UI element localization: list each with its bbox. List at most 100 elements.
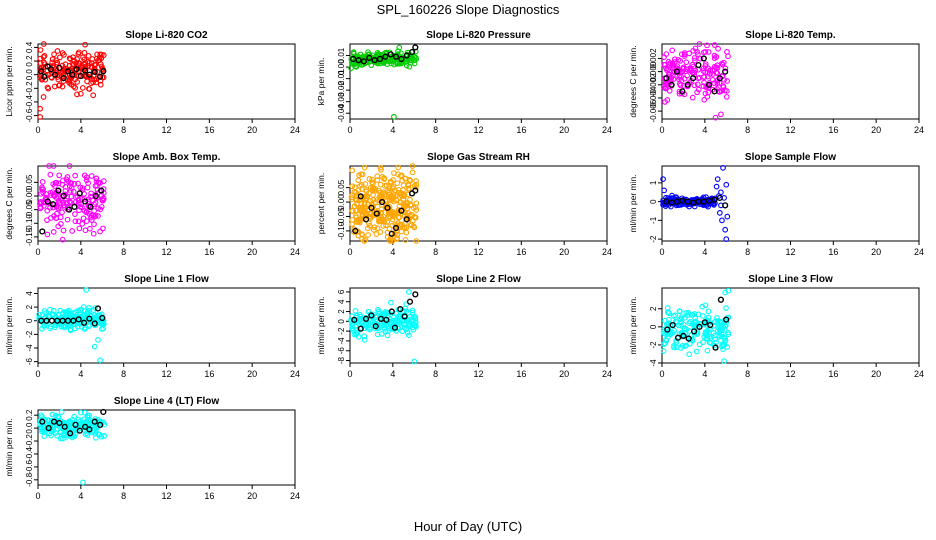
- y-tick-label: -4: [25, 344, 34, 352]
- y-tick-label: 0.0: [25, 422, 34, 434]
- panel-title: Slope Amb. Box Temp.: [113, 152, 221, 163]
- x-tick-label: 12: [473, 125, 483, 135]
- y-tick-label: 2: [25, 304, 34, 309]
- data-point: [719, 112, 724, 117]
- y-tick-label: -1: [649, 216, 658, 224]
- x-tick-label: 8: [121, 247, 126, 257]
- data-point: [91, 231, 96, 236]
- y-axis-label: Licor ppm per min.: [4, 46, 14, 116]
- y-tick-label: 0.05: [25, 174, 34, 190]
- y-axis-label: percent per min.: [316, 173, 326, 234]
- data-point: [81, 86, 86, 91]
- x-tick-label: 24: [290, 125, 300, 135]
- panel-6: Slope Sample Flow0 4 8 12 16 20 24-2-101ml/min…: [628, 152, 924, 257]
- scatter-series: [661, 288, 730, 363]
- data-point: [41, 95, 46, 100]
- x-tick-label: 24: [290, 369, 300, 379]
- data-point: [404, 230, 409, 235]
- y-tick-label: -2: [649, 235, 658, 243]
- y-tick-label: -2: [649, 341, 658, 349]
- data-point: [378, 230, 383, 235]
- x-tick-label: 16: [204, 247, 214, 257]
- data-point: [73, 173, 78, 178]
- data-point: [726, 54, 731, 59]
- y-tick-label: 0.0: [25, 69, 34, 81]
- data-point: [45, 208, 50, 213]
- data-point: [684, 60, 689, 65]
- y-tick-label: 0: [649, 199, 658, 204]
- x-tick-label: 0: [659, 247, 664, 257]
- y-tick-label: 0.002: [649, 48, 658, 69]
- x-tick-label: 8: [433, 369, 438, 379]
- x-tick-label: 12: [785, 247, 795, 257]
- data-point: [70, 229, 75, 234]
- x-tick-label: 4: [702, 369, 707, 379]
- x-tick-label: 0: [347, 125, 352, 135]
- y-axis-label: ml/min per min.: [4, 418, 14, 476]
- x-tick-label: 20: [559, 369, 569, 379]
- x-tick-label: 20: [247, 247, 257, 257]
- x-tick-label: 24: [602, 369, 612, 379]
- data-point: [724, 95, 729, 100]
- data-point: [700, 314, 705, 319]
- y-tick-label: 0: [25, 318, 34, 323]
- x-tick-label: 12: [161, 491, 171, 501]
- x-tick-label: 24: [914, 369, 924, 379]
- data-point: [718, 211, 723, 216]
- y-tick-label: 6: [337, 289, 346, 294]
- y-tick-label: 2: [649, 306, 658, 311]
- data-point: [725, 79, 730, 84]
- x-tick-label: 4: [702, 247, 707, 257]
- panel-10: Slope Line 4 (LT) Flow0 4 8 12 16 20 24-0.8-0.…: [4, 396, 300, 501]
- x-tick-label: 0: [35, 491, 40, 501]
- summary-point: [718, 297, 723, 302]
- x-tick-label: 20: [559, 247, 569, 257]
- y-tick-label: -0.2: [25, 81, 34, 95]
- x-tick-label: 24: [914, 125, 924, 135]
- y-tick-label: -2: [25, 330, 34, 338]
- x-tick-label: 0: [35, 369, 40, 379]
- x-tick-label: 16: [828, 369, 838, 379]
- x-tick-label: 16: [204, 369, 214, 379]
- x-tick-label: 16: [828, 125, 838, 135]
- x-tick-label: 24: [290, 491, 300, 501]
- y-tick-label: -0.6: [25, 108, 34, 122]
- y-tick-label: 0.01: [337, 47, 346, 63]
- x-tick-label: 8: [433, 247, 438, 257]
- x-tick-label: 20: [247, 369, 257, 379]
- x-tick-label: 16: [516, 369, 526, 379]
- summary-point: [96, 306, 101, 311]
- summary-point: [723, 69, 728, 74]
- data-point: [349, 66, 354, 71]
- y-axis-label: ml/min per min.: [628, 174, 638, 232]
- data-point: [85, 185, 90, 190]
- y-tick-label: -8: [337, 356, 346, 364]
- data-point: [48, 172, 53, 177]
- panel-title: Slope Line 2 Flow: [436, 274, 521, 285]
- data-point: [670, 48, 675, 53]
- x-tick-label: 0: [347, 247, 352, 257]
- data-point: [83, 42, 88, 47]
- data-point: [60, 210, 65, 215]
- summary-point: [408, 299, 413, 304]
- summary-point: [72, 205, 77, 210]
- data-point: [81, 480, 86, 485]
- summary-point: [696, 63, 701, 68]
- x-tick-label: 4: [78, 125, 83, 135]
- y-tick-label: -6: [25, 358, 34, 366]
- x-tick-label: 16: [204, 491, 214, 501]
- x-tick-label: 20: [871, 125, 881, 135]
- x-tick-label: 4: [78, 491, 83, 501]
- data-point: [38, 106, 43, 111]
- data-point: [366, 233, 371, 238]
- data-point: [724, 306, 729, 311]
- data-point: [694, 349, 699, 354]
- x-tick-label: 4: [390, 125, 395, 135]
- x-tick-label: 12: [785, 369, 795, 379]
- x-tick-label: 8: [745, 247, 750, 257]
- x-tick-label: 16: [516, 247, 526, 257]
- y-tick-label: -0.4: [25, 95, 34, 109]
- scatter-series: [38, 164, 107, 242]
- data-point: [356, 178, 361, 183]
- data-point: [57, 173, 62, 178]
